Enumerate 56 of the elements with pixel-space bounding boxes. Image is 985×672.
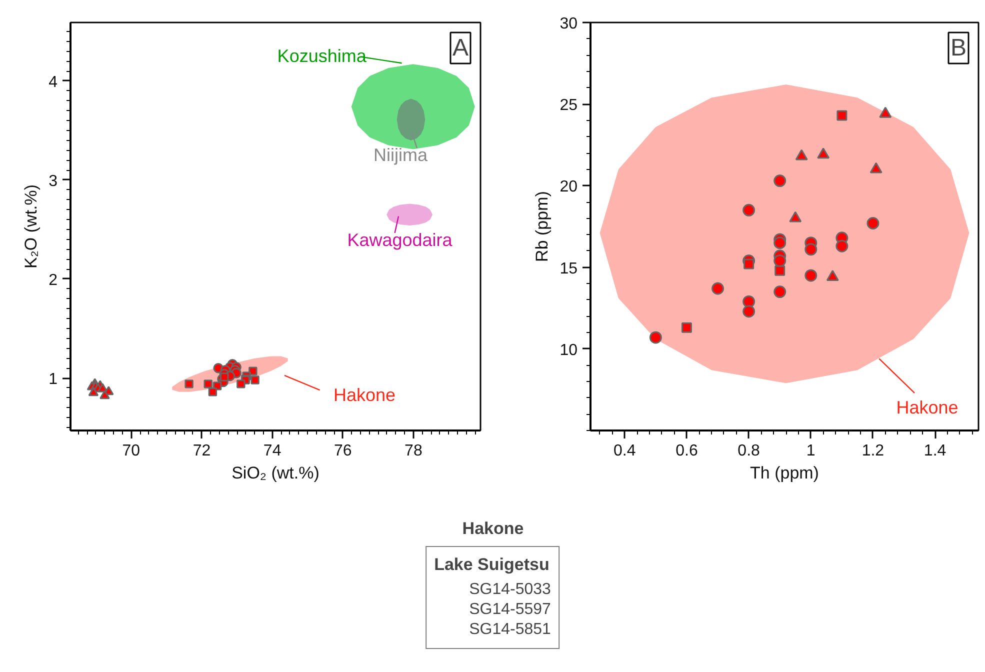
y-axis-title: K₂O (wt.%) — [22, 184, 41, 269]
annotation: Kawagodaira — [347, 230, 454, 250]
text: SG14-5033 — [469, 581, 551, 599]
point — [817, 148, 830, 159]
annotation: Niijima — [374, 145, 429, 166]
point — [870, 162, 882, 174]
point — [742, 204, 756, 216]
point — [795, 149, 808, 160]
y-tick-label: 3 — [48, 172, 58, 190]
point — [774, 236, 786, 250]
y-tick-label: 1 — [48, 371, 58, 388]
y-tick-label: 20 — [560, 178, 578, 196]
y-tick-label: 10 — [560, 342, 578, 359]
text: A — [452, 34, 469, 62]
x-tick-label: 1.4 — [924, 442, 946, 460]
point — [774, 265, 786, 276]
legend-title: Lake Suigetsu — [434, 555, 550, 575]
text: SG14-5597 — [469, 601, 551, 619]
x-tick-label: 72 — [192, 442, 211, 460]
y-axis-title: Rb (ppm) — [532, 191, 552, 262]
point — [774, 174, 786, 188]
text: SG14-5851 — [469, 621, 551, 639]
point — [866, 216, 880, 230]
point — [649, 331, 662, 344]
point — [836, 110, 848, 121]
x-tick-label: 70 — [122, 442, 140, 460]
point — [742, 305, 756, 318]
y-tick-label: 15 — [560, 260, 578, 278]
y-tick-label: 4 — [48, 74, 58, 91]
point — [744, 258, 754, 270]
point — [712, 282, 724, 295]
y-tick-label: 30 — [560, 16, 578, 32]
x-tick-label: 0.8 — [738, 442, 760, 460]
point — [879, 106, 892, 118]
text: Hakone — [462, 519, 524, 538]
point — [804, 243, 818, 256]
x-tick-label: 76 — [334, 442, 352, 460]
annotation: Hakone — [333, 385, 396, 406]
x-tick-label: 78 — [404, 442, 422, 460]
x-axis-title: Th (ppm) — [750, 464, 819, 482]
point — [681, 322, 692, 333]
x-tick-label: 1.2 — [862, 442, 884, 460]
y-tick-label: 25 — [560, 97, 578, 114]
x-tick-label: 1 — [806, 442, 816, 460]
point — [789, 211, 802, 222]
annotation: Hakone — [896, 398, 958, 418]
annotation: Kozushima — [277, 46, 368, 66]
point — [804, 269, 818, 282]
x-tick-label: 74 — [263, 442, 282, 460]
text: B — [950, 34, 967, 62]
point — [774, 286, 786, 298]
y-tick-label: 2 — [48, 272, 58, 289]
x-tick-label: 0.6 — [676, 442, 698, 460]
x-tick-label: 0.4 — [614, 442, 636, 460]
x-axis-title: SiO₂ (wt.%) — [232, 464, 320, 482]
point — [836, 240, 848, 252]
